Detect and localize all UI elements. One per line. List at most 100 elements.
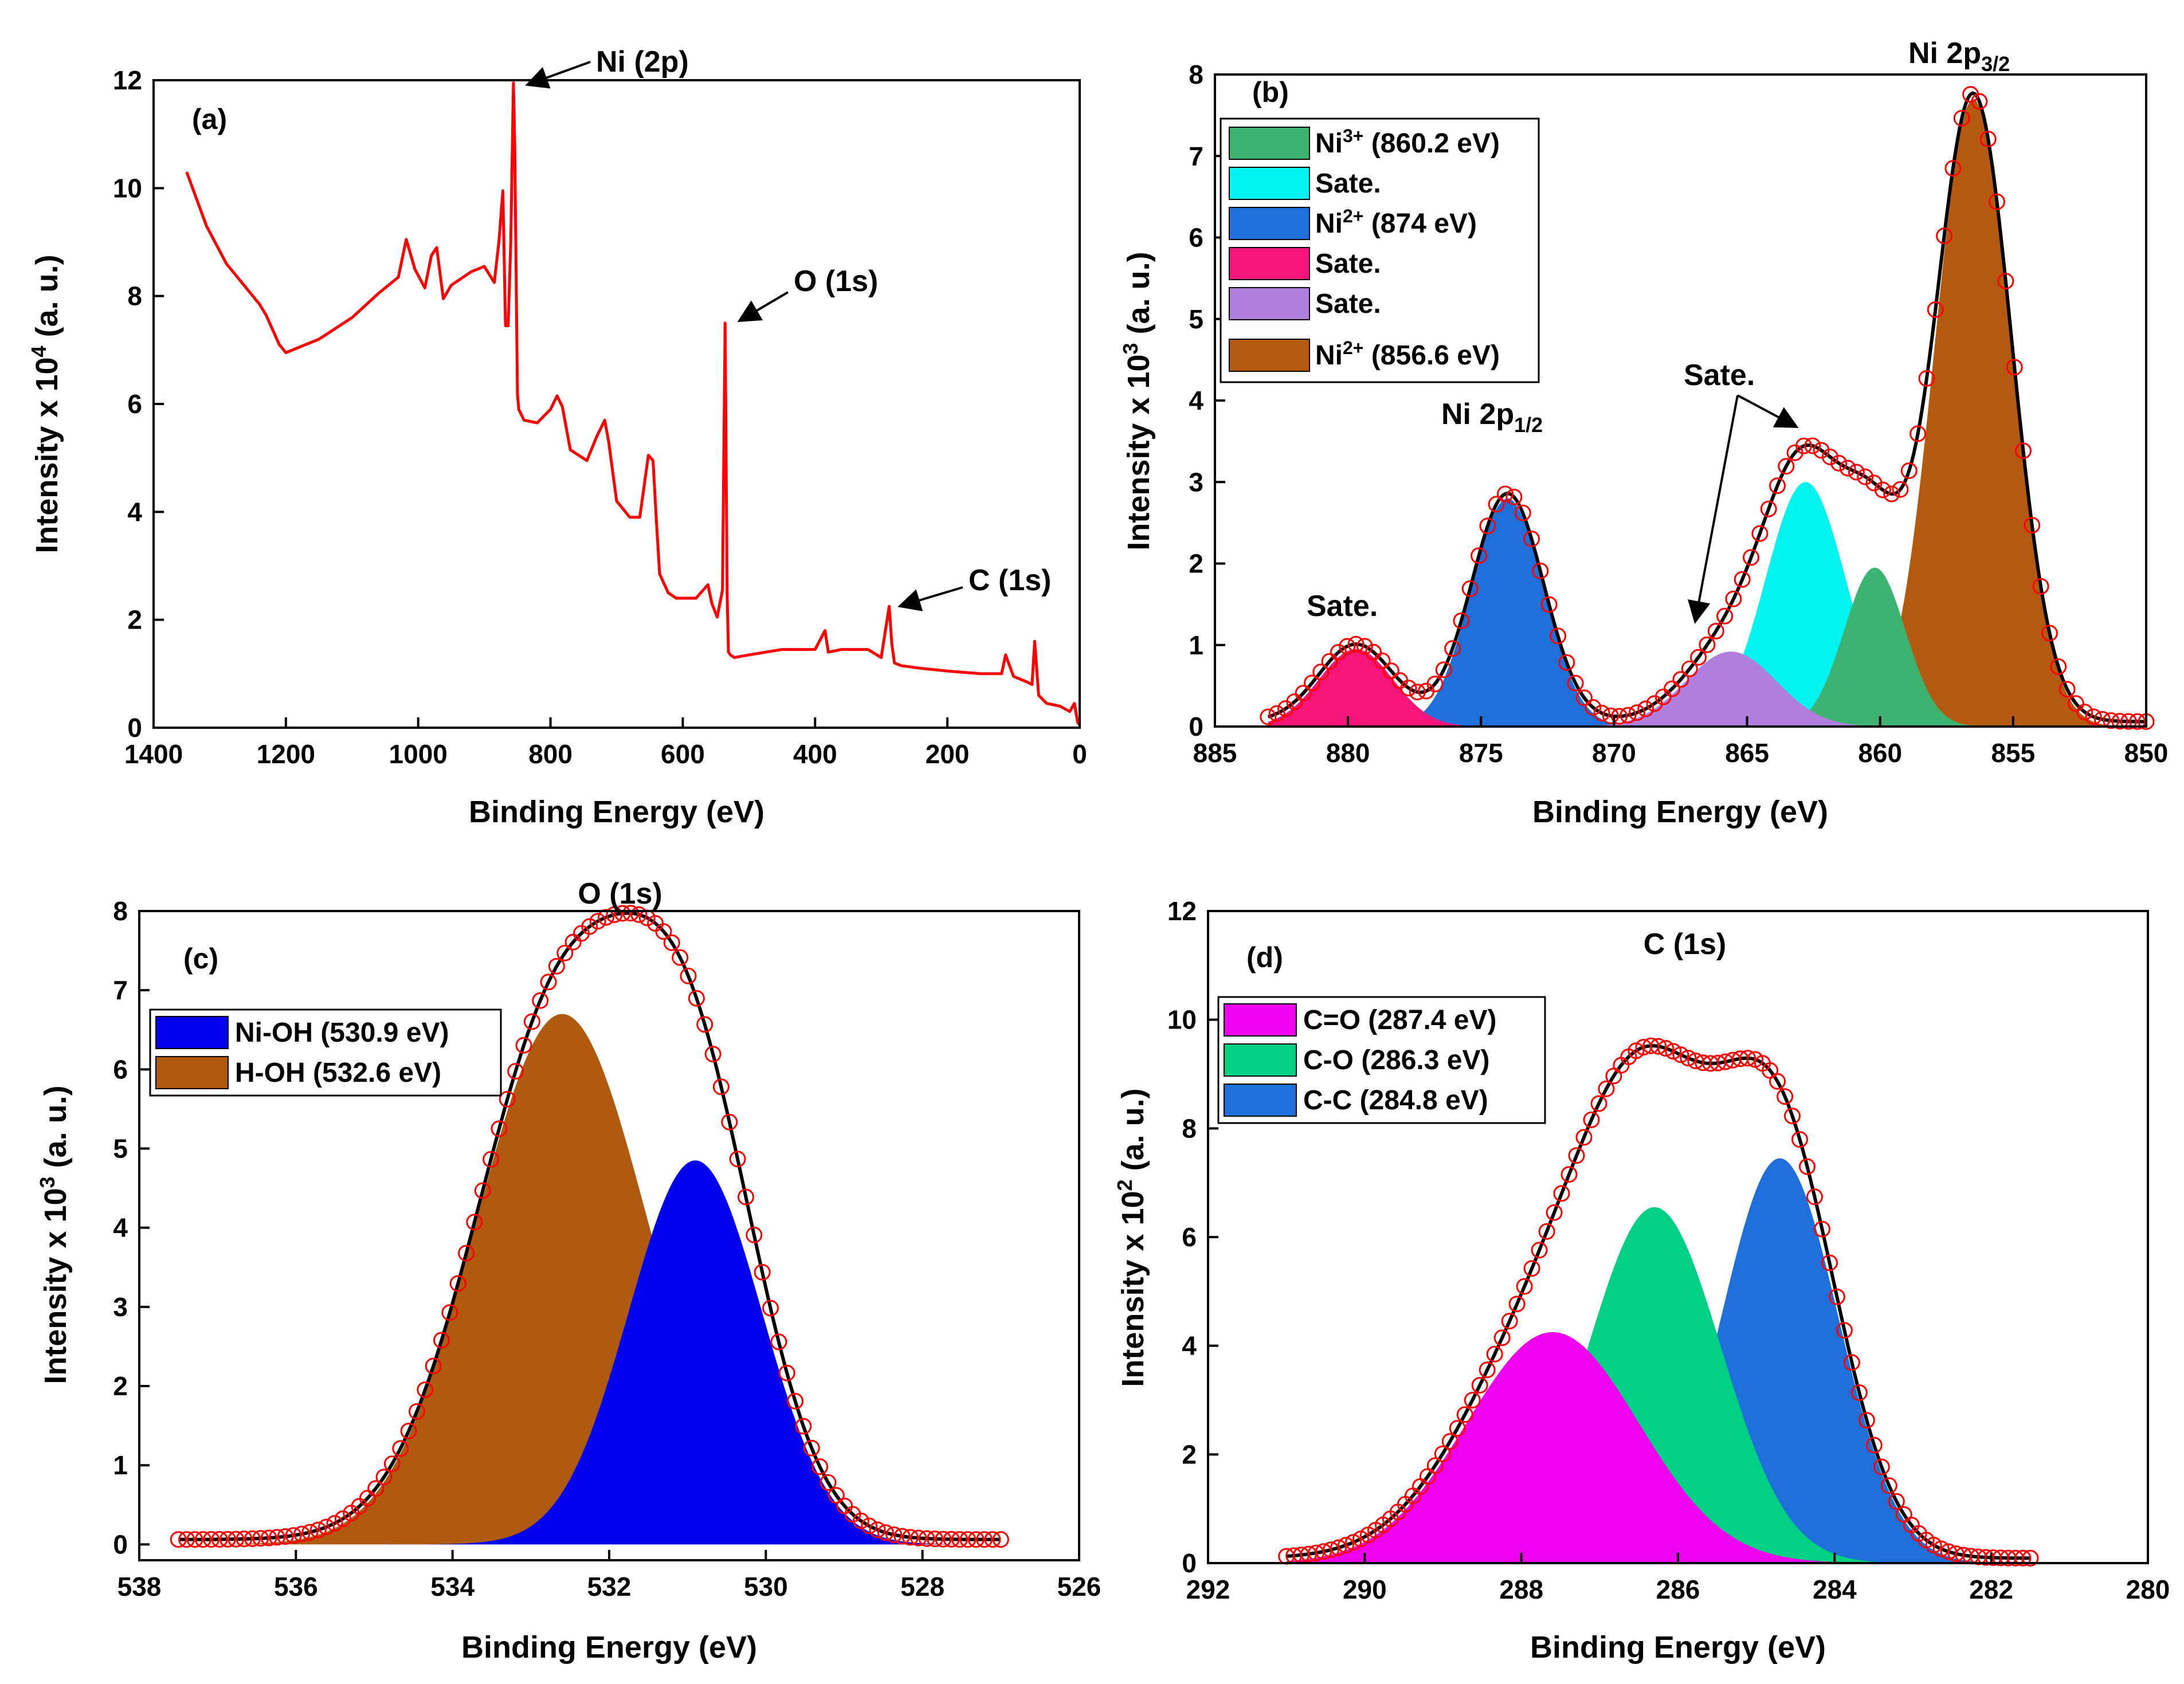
panel-b-experimental-point	[1681, 660, 1698, 677]
panel-b-experimental-point	[1672, 671, 1689, 688]
panel-c-experimental-point	[499, 1090, 516, 1108]
panel-b-legend-label-ni2plus-874: Ni2+ (874 eV)	[1315, 206, 1477, 239]
panel-b-experimental-point	[1751, 525, 1769, 542]
arrow-sate-to-satellite	[1737, 394, 1799, 428]
panel-c-experimental-point	[795, 1418, 812, 1435]
panel-b-legend-swatch-sate-cyan	[1229, 167, 1310, 200]
panel-b-legend-swatch-ni2plus-874	[1229, 207, 1310, 240]
panel-b-y-tick-label: 7	[1189, 141, 1203, 171]
panel-d-experimental-point	[1843, 1354, 1860, 1371]
panel-c-y-tick-label: 8	[113, 896, 128, 926]
panel-b-experimental-point	[2103, 712, 2120, 729]
panel-b-legend-label-ni2plus-856: Ni2+ (856.6 eV)	[1315, 337, 1500, 371]
panel-c-experimental-point	[556, 944, 574, 961]
panel-c-experimental-point	[943, 1530, 960, 1548]
panel-d-experimental-point	[1471, 1377, 1488, 1394]
panel-b-experimental-point	[1760, 500, 1777, 517]
panel-b-y-tick-label: 0	[1189, 712, 1203, 741]
panel-b-experimental-point	[1347, 635, 1364, 653]
panel-b-experimental-point	[1936, 227, 1953, 245]
panel-c-experimental-point	[746, 1226, 763, 1243]
panel-d-experimental-point	[1865, 1436, 1883, 1454]
panel-b-experimental-point	[1900, 462, 1918, 479]
panel-b-legend-label-sate-purple: Sate.	[1315, 289, 1381, 319]
panel-d-experimental-point	[1598, 1080, 1615, 1097]
annotation-sate-left: Sate.	[1307, 590, 1378, 623]
panel-c-legend-swatch-ni-oh	[155, 1016, 229, 1049]
panel-c-experimental-point	[244, 1530, 261, 1547]
panel-d-experimental-point	[1850, 1384, 1868, 1401]
panel-b-experimental-point	[1989, 193, 2005, 210]
panel-d-experimental-point	[1806, 1188, 1823, 1206]
panel-d-experimental-point	[1828, 1288, 1845, 1305]
panel-b-experimental-point	[1725, 590, 1742, 607]
panel-c-experimental-point	[762, 1300, 779, 1317]
panel-c-experimental-point	[992, 1531, 1009, 1548]
panel-b-experimental-point	[1804, 437, 1821, 454]
panel-a-y-tick-label: 0	[127, 713, 142, 743]
panel-c-experimental-point	[458, 1245, 475, 1262]
panel-b-experimental-point	[1312, 664, 1330, 681]
panel-b-x-tick-label: 870	[1592, 738, 1636, 768]
panel-c-experimental-point	[515, 1037, 532, 1054]
panel-d-experimental-point	[1665, 1043, 1682, 1060]
panel-c-experimental-point	[277, 1528, 294, 1545]
panel-c-experimental-point	[400, 1423, 417, 1439]
panel-d-legend: C=O (287.4 eV) C-O (286.3 eV) C-C (284.8…	[1217, 996, 1546, 1124]
panel-b-experimental-point	[1444, 640, 1461, 657]
panel-c-series-layer	[170, 905, 1009, 1548]
panel-b-experimental-point	[1558, 654, 1575, 671]
panel-b-experimental-point	[1743, 549, 1759, 566]
panel-d-y-tick-label: 8	[1182, 1113, 1197, 1143]
panel-c-y-tick-label: 6	[113, 1054, 128, 1084]
panel-b-experimental-point	[1339, 638, 1356, 655]
panel-a-y-tick-label: 8	[127, 281, 142, 311]
panel-c-experimental-point	[523, 1013, 540, 1030]
panel-c-experimental-point	[409, 1403, 425, 1420]
panel-c-experimental-point	[293, 1525, 311, 1542]
annotation-ni-2p: Ni (2p)	[596, 45, 689, 78]
panel-b-experimental-point	[1997, 273, 2014, 290]
panel-a-x-axis-title: Binding Energy (eV)	[469, 795, 764, 829]
annotation-o-1s: O (1s)	[794, 265, 878, 298]
panel-a-x-tick-label: 600	[661, 739, 705, 769]
panel-b-y-tick-label: 8	[1189, 60, 1203, 89]
panel-b-experimental-point	[1628, 704, 1645, 721]
panel-c-x-axis-title: Binding Energy (eV)	[461, 1630, 757, 1665]
panel-d-experimental-point	[1449, 1420, 1466, 1437]
panel-c-experimental-point	[918, 1530, 935, 1547]
panel-b-component-peak-4	[1268, 649, 2146, 727]
panel-b-experimental-point	[1523, 531, 1540, 547]
panel-b-component-peak-5	[1268, 651, 2146, 727]
panel-a-y-tick-label: 10	[113, 173, 142, 203]
panel-a-y-tick-label: 12	[113, 65, 142, 95]
panel-d-experimental-point	[1858, 1412, 1875, 1429]
panel-c-experimental-point	[483, 1151, 500, 1168]
panel-d-experimental-point	[2014, 1549, 2032, 1567]
panel-c-experimental-point	[754, 1263, 771, 1281]
panel-b-y-tick-label: 3	[1189, 467, 1203, 497]
panel-c-experimental-point	[589, 913, 606, 930]
panel-b-experimental-point	[1365, 643, 1382, 661]
panel-c-experimental-point	[186, 1531, 203, 1548]
panel-b-experimental-point	[1593, 705, 1610, 721]
panel-b-experimental-point	[1461, 580, 1479, 597]
panel-c-experimental-point	[252, 1530, 269, 1547]
panel-c-legend-label-ni-oh: Ni-OH (530.9 eV)	[235, 1018, 449, 1048]
panel-c-experimental-point	[861, 1517, 878, 1534]
panel-b-x-tick-label: 855	[1991, 738, 2035, 768]
panel-c-experimental-point	[203, 1531, 220, 1548]
arrow-ni-2p	[525, 61, 591, 89]
panel-b-experimental-point	[1575, 689, 1593, 706]
panel-d-x-axis-title: Binding Energy (eV)	[1530, 1630, 1826, 1665]
panel-c-experimental-point	[309, 1521, 327, 1538]
panel-d-x-tick-label: 280	[2126, 1575, 2170, 1604]
panel-c-legend-label-h-oh: H-OH (532.6 eV)	[235, 1058, 441, 1088]
panel-d-experimental-point	[1538, 1223, 1555, 1240]
panel-b-experimental-point	[2050, 658, 2067, 675]
panel-c-experimental-point	[614, 905, 631, 922]
panel-b-experimental-point	[1778, 458, 1795, 475]
panel-d-letter: (d)	[1246, 941, 1283, 973]
panel-d-experimental-point	[1560, 1166, 1578, 1183]
